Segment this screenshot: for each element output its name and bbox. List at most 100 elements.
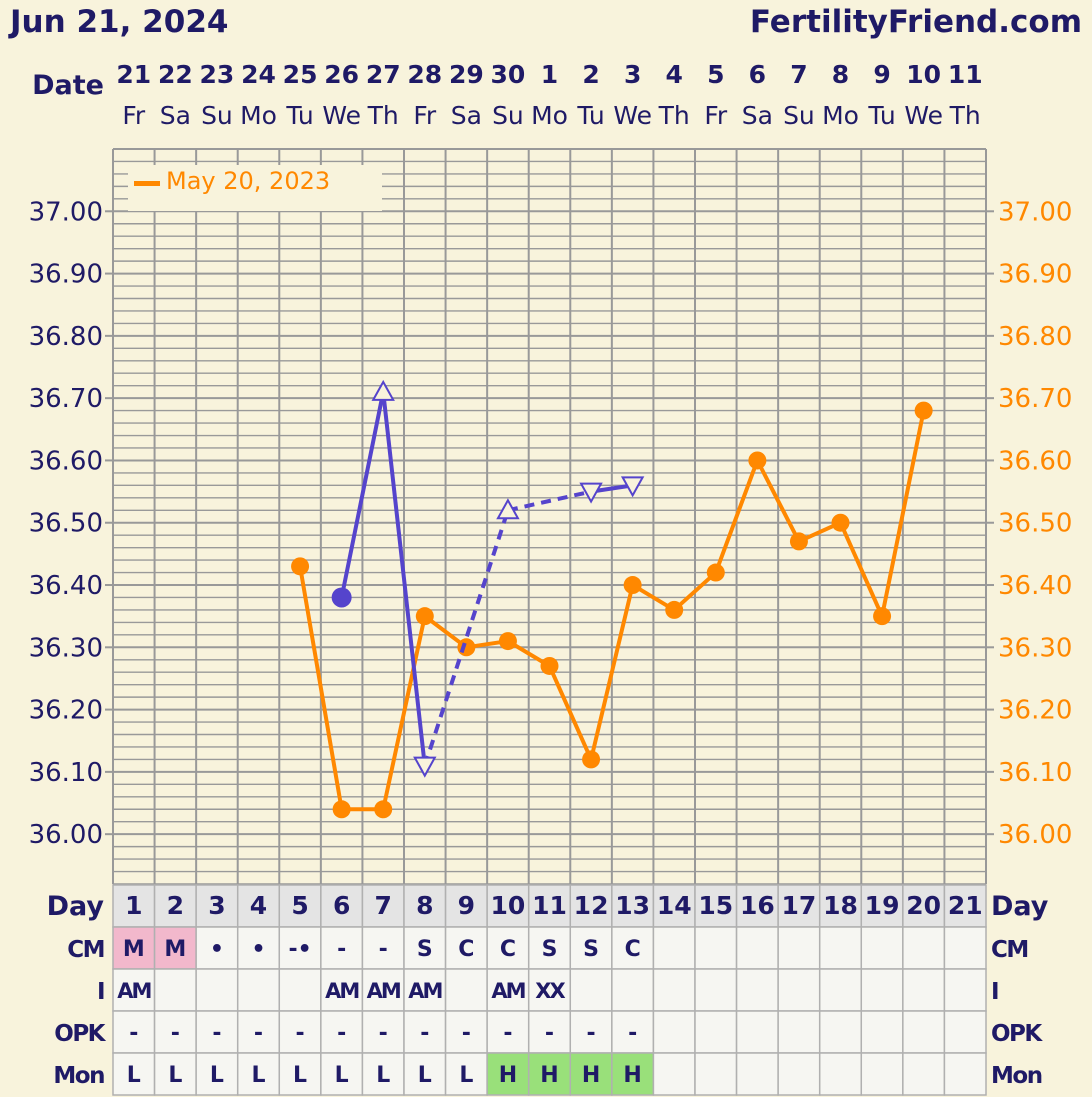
date-label: 2 <box>582 60 599 89</box>
current-point <box>331 587 352 608</box>
overlay-point <box>914 401 933 420</box>
weekday-label: Tu <box>285 101 313 130</box>
date-label: 11 <box>948 60 983 89</box>
table-cell <box>694 884 738 928</box>
overlay-point <box>831 513 850 532</box>
weekday-label: Su <box>492 101 524 130</box>
table-cell-text: 14 <box>657 891 692 920</box>
table-cell <box>943 926 987 970</box>
table-cell-text: - <box>129 1021 138 1046</box>
row-label-right-mon: Mon <box>991 1063 1042 1089</box>
table-cell <box>943 968 987 1012</box>
table-cell <box>112 884 156 928</box>
table-cell <box>611 1010 655 1054</box>
row-label-cm: CM <box>67 937 104 963</box>
date-label: 22 <box>158 60 193 89</box>
current-point <box>620 476 645 498</box>
current-point <box>413 756 437 778</box>
chart-legend: May 20, 2023 <box>134 167 330 195</box>
site-name[interactable]: FertilityFriend.com <box>750 4 1082 40</box>
table-cell-text: 10 <box>491 891 526 920</box>
table-cell <box>527 1010 572 1054</box>
legend-swatch <box>134 181 160 186</box>
table-cell <box>652 926 696 970</box>
y-tick-label-right: 36.00 <box>998 820 1072 850</box>
y-tick-label-right: 37.00 <box>998 197 1072 227</box>
date-label: 8 <box>832 60 849 89</box>
y-tick-label-right: 36.50 <box>998 509 1072 539</box>
weekday-label: Fr <box>704 101 728 130</box>
table-cell <box>153 968 197 1012</box>
table-cell <box>236 884 281 928</box>
y-tick-label-right: 36.40 <box>998 571 1072 601</box>
date-label: 25 <box>283 60 318 89</box>
date-label: 21 <box>116 60 151 89</box>
table-cell <box>818 884 863 928</box>
weekday-label: We <box>322 101 361 130</box>
table-cell <box>902 968 946 1012</box>
table-cell-text: 5 <box>291 891 308 920</box>
table-cell-text: • <box>210 937 224 962</box>
weekday-label: Mo <box>531 101 568 130</box>
overlay-point <box>415 607 434 626</box>
weekday-label: Su <box>783 101 815 130</box>
table-cell-text: L <box>335 1063 349 1088</box>
weekday-label: Sa <box>742 101 773 130</box>
table-cell-text: -• <box>288 937 311 962</box>
overlay-point <box>498 632 517 651</box>
table-cell-text: - <box>628 1021 637 1046</box>
table-cell-text: C <box>500 937 516 962</box>
y-tick-label-left: 36.70 <box>29 384 103 414</box>
table-cell-text: - <box>379 1021 388 1046</box>
table-cell <box>112 1052 156 1096</box>
y-tick-label-right: 36.70 <box>998 384 1072 414</box>
table-cell-text: - <box>545 1021 554 1046</box>
table-cell <box>361 1052 405 1096</box>
current-point <box>496 498 520 520</box>
date-label: 5 <box>707 60 724 89</box>
date-label: 7 <box>790 60 807 89</box>
overlay-point <box>540 656 559 675</box>
current-series-segment <box>381 391 427 766</box>
table-cell-text: XX <box>535 979 565 1003</box>
table-cell-text: C <box>625 937 641 962</box>
table-cell <box>112 926 156 970</box>
table-cell-text: - <box>503 1021 512 1046</box>
table-cell <box>652 968 696 1012</box>
overlay-point <box>748 451 767 470</box>
date-label: 9 <box>873 60 890 89</box>
table-cell-text: H <box>623 1063 641 1088</box>
table-cell <box>195 968 239 1012</box>
overlay-point <box>623 576 642 595</box>
overlay-point <box>457 638 476 657</box>
table-cell <box>236 968 281 1012</box>
table-cell-text: 19 <box>865 891 900 920</box>
date-label: 10 <box>906 60 941 89</box>
weekday-label: Tu <box>867 101 895 130</box>
y-tick-label-left: 36.90 <box>29 260 103 290</box>
y-tick-label-right: 36.80 <box>998 322 1072 352</box>
table-cell <box>735 1010 779 1054</box>
table-cell <box>777 968 821 1012</box>
table-cell-text: H <box>582 1063 600 1088</box>
date-label: 28 <box>407 60 442 89</box>
table-cell-text: - <box>462 1021 471 1046</box>
table-cell-text: - <box>337 1021 346 1046</box>
table-cell-text: AM <box>325 979 358 1003</box>
table-cell <box>943 1010 987 1054</box>
chart-date-heading: Jun 21, 2024 <box>8 4 228 40</box>
overlay-point <box>582 750 601 769</box>
table-cell-text: - <box>254 1021 263 1046</box>
overlay-point <box>291 557 310 576</box>
table-cell <box>902 1052 946 1096</box>
table-cell-text: 8 <box>416 891 433 920</box>
current-series-segment <box>339 391 386 598</box>
table-cell <box>818 968 863 1012</box>
table-cell-text: 15 <box>698 891 733 920</box>
table-cell <box>236 1052 281 1096</box>
weekday-label: We <box>613 101 652 130</box>
date-row-label: Date <box>32 70 104 101</box>
table-cell-text: 6 <box>333 891 350 920</box>
y-tick-label-left: 36.80 <box>29 322 103 352</box>
table-cell <box>611 968 655 1012</box>
